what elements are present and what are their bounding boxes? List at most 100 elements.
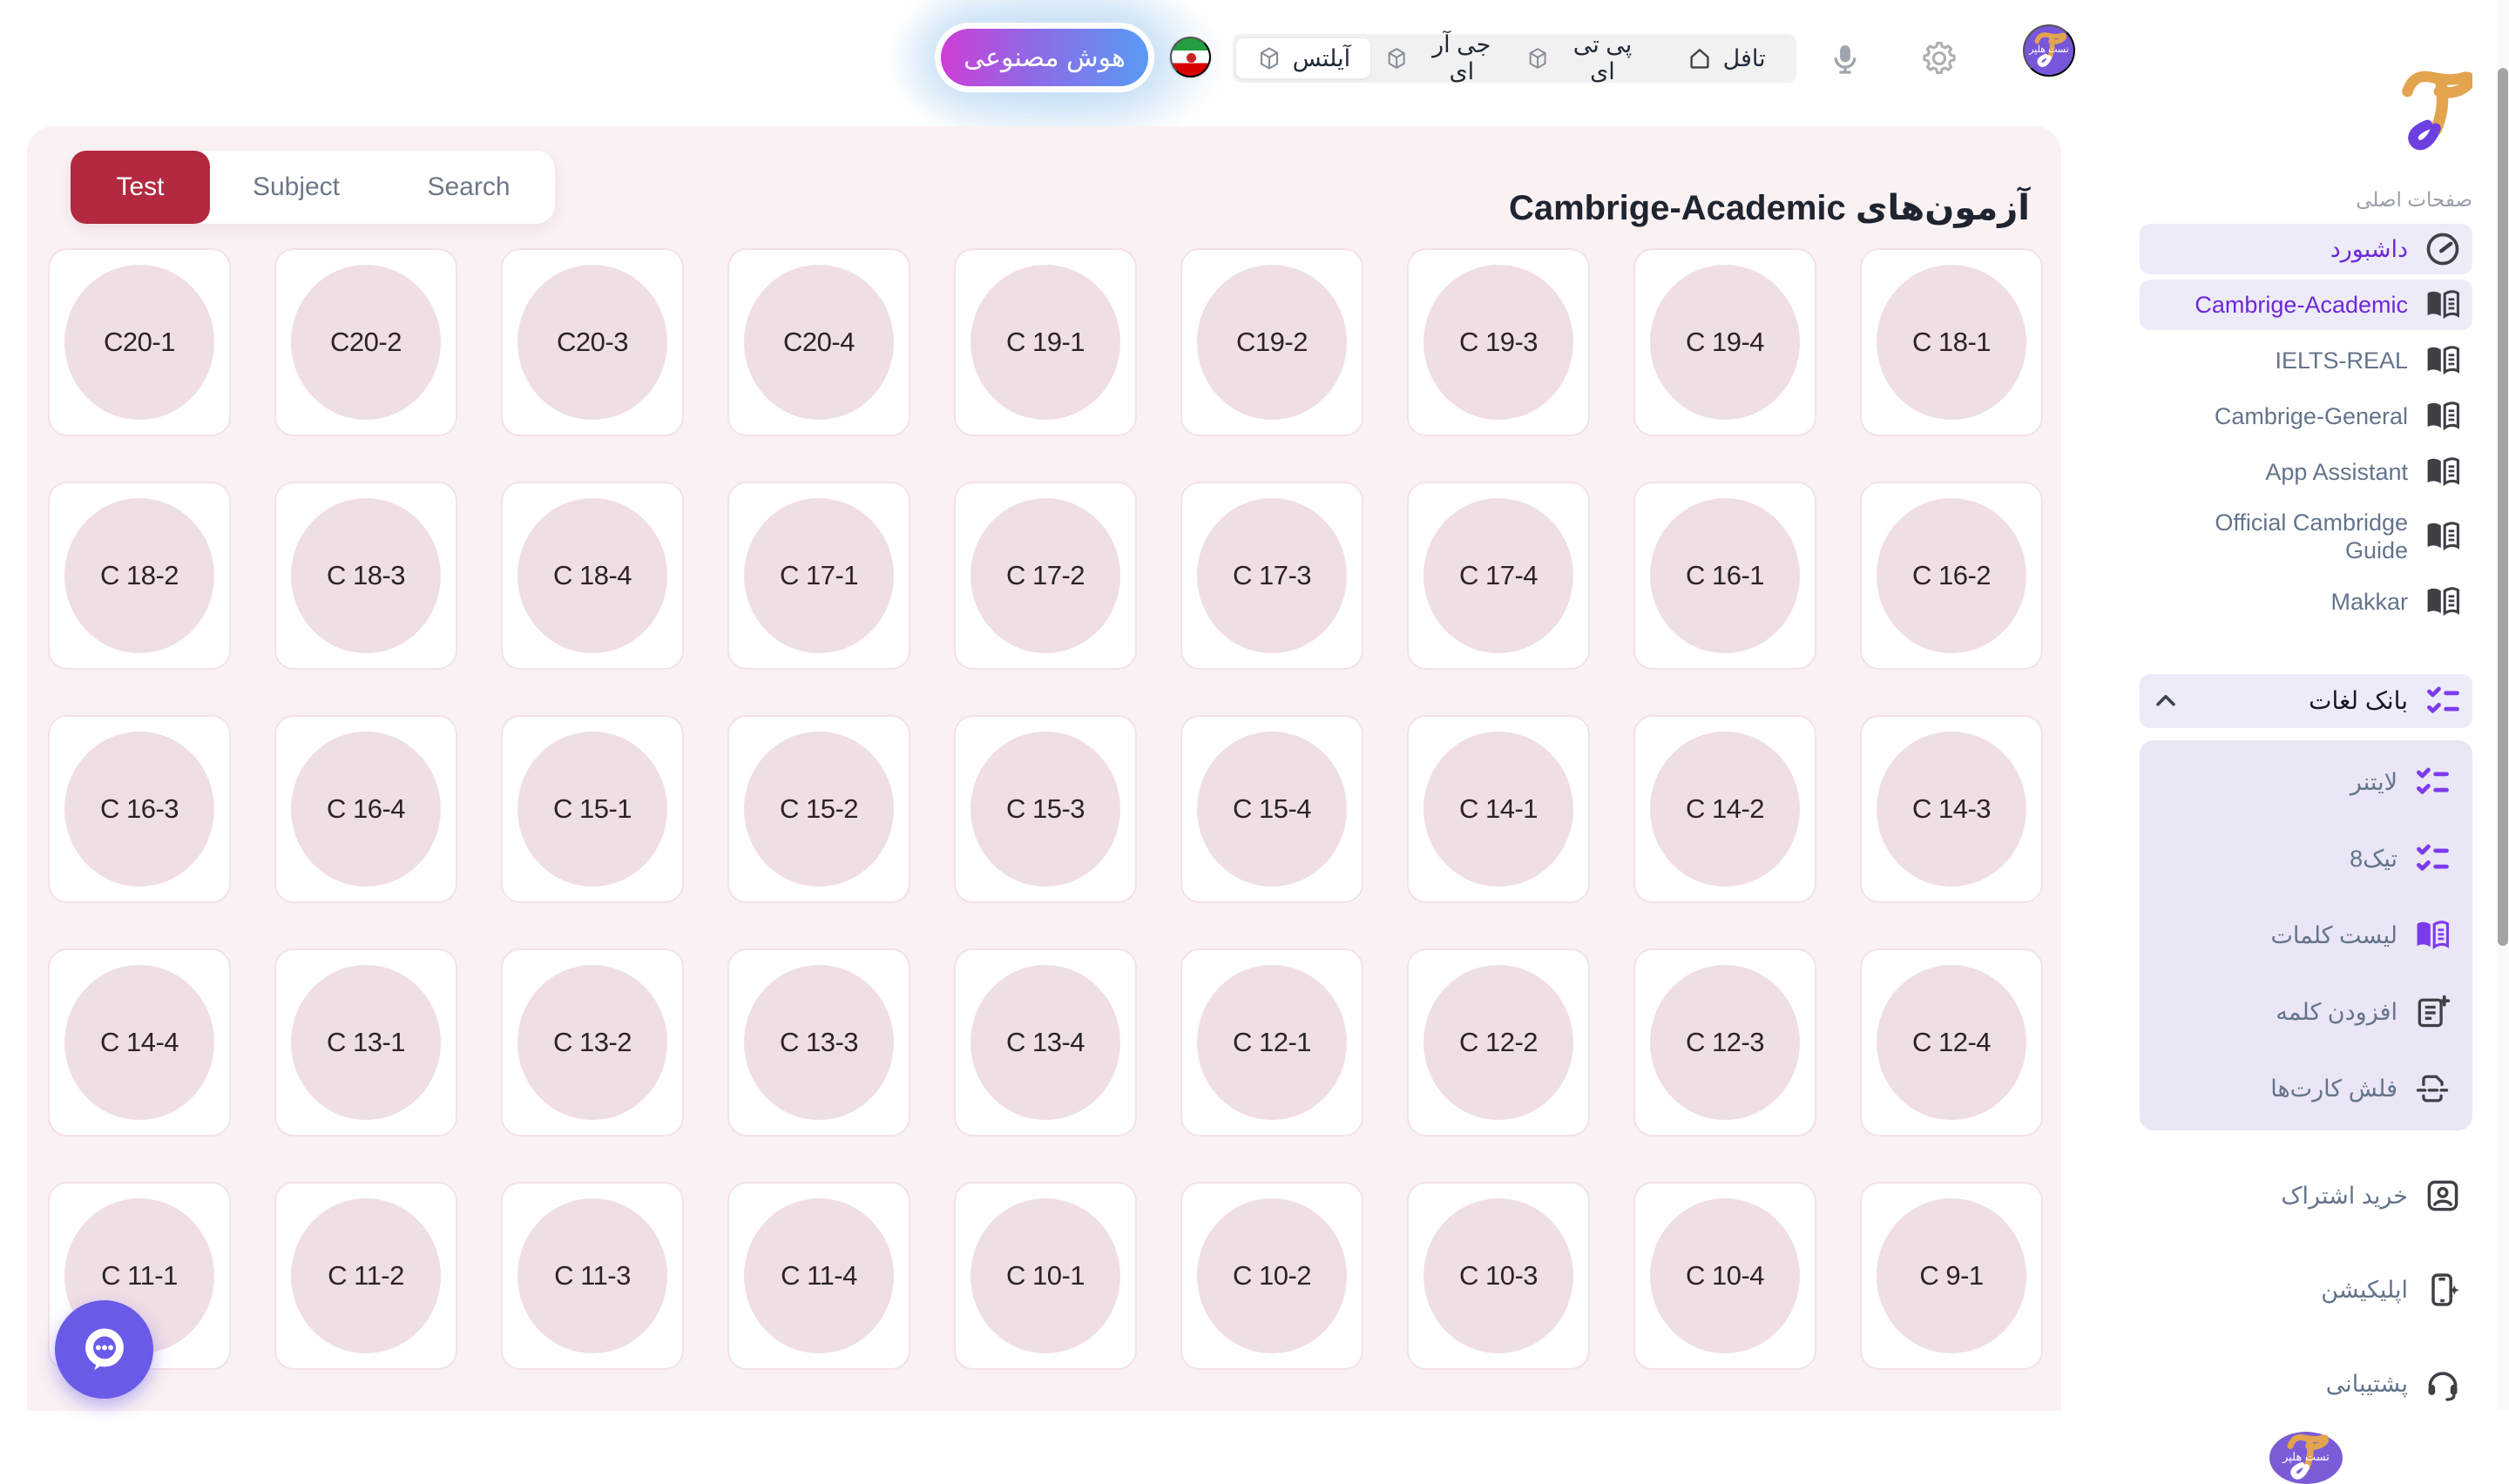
test-card[interactable]: C 18-2 <box>48 482 231 670</box>
test-card[interactable]: C 10-3 <box>1407 1182 1590 1370</box>
test-card[interactable]: C 12-1 <box>1180 948 1363 1137</box>
language-flag-iran-icon[interactable] <box>1170 37 1211 78</box>
test-card-circle: C 15-1 <box>517 732 667 887</box>
sidebar-footer-item[interactable]: پشتیبانی <box>2140 1359 2472 1409</box>
headset-icon <box>2424 1365 2462 1403</box>
sidebar-footer-item[interactable]: اپلیکیشن <box>2140 1265 2472 1315</box>
word-bank-item[interactable]: افزودن کلمه <box>2152 989 2460 1035</box>
test-card[interactable]: C 17-1 <box>727 482 910 670</box>
test-card-circle: C 15-3 <box>970 732 1120 887</box>
test-card[interactable]: C19-2 <box>1180 248 1363 436</box>
sidebar-item-word-bank[interactable]: بانک لغات <box>2140 673 2472 728</box>
test-card[interactable]: C 13-1 <box>274 948 457 1137</box>
test-card[interactable]: C 19-4 <box>1633 248 1816 436</box>
exam-tab[interactable]: جی آر ای <box>1377 31 1511 84</box>
test-card[interactable]: C20-2 <box>274 248 457 436</box>
test-card-circle: C 12-1 <box>1197 965 1347 1120</box>
test-card-circle: C 17-2 <box>970 498 1120 653</box>
test-card-label: C 11-4 <box>781 1260 857 1291</box>
microphone-icon[interactable] <box>1828 40 1863 78</box>
test-card[interactable]: C 15-1 <box>501 715 684 903</box>
exam-tab[interactable]: تافل <box>1659 38 1793 78</box>
test-card[interactable]: C 15-3 <box>954 715 1137 903</box>
test-card[interactable]: C 18-4 <box>501 482 684 670</box>
test-card-label: C 15-2 <box>779 793 859 824</box>
test-card[interactable]: C 14-2 <box>1633 715 1816 903</box>
test-card[interactable]: C 12-4 <box>1860 948 2043 1137</box>
test-card-circle: C 15-2 <box>744 732 894 887</box>
test-card[interactable]: C 15-2 <box>727 715 910 903</box>
test-card-label: C20-4 <box>783 327 855 357</box>
test-card[interactable]: C 17-4 <box>1407 482 1590 670</box>
settings-gear-icon[interactable] <box>1919 38 1959 78</box>
sidebar-item[interactable]: App Assistant <box>2140 447 2472 497</box>
test-card[interactable]: C 17-2 <box>954 482 1137 670</box>
test-card-circle: C 17-3 <box>1197 498 1347 653</box>
word-bank-submenu: لایتنر تیک8 لیست کلمات افزودن کلمه فلش ک… <box>2140 739 2472 1130</box>
sidebar-item[interactable]: IELTS-REAL <box>2140 335 2472 386</box>
test-card[interactable]: C 16-1 <box>1633 482 1816 670</box>
test-card[interactable]: C20-1 <box>48 248 231 436</box>
test-card[interactable]: C 14-4 <box>48 948 231 1137</box>
view-mode-tab-label: Subject <box>252 172 341 201</box>
scrollbar-track <box>2497 0 2509 1411</box>
test-card[interactable]: C20-3 <box>501 248 684 436</box>
checklist-icon <box>2413 840 2452 878</box>
word-bank-item[interactable]: تیک8 <box>2152 836 2460 881</box>
exam-tab[interactable]: پی تی ای <box>1518 31 1653 84</box>
test-card[interactable]: C 10-4 <box>1633 1182 1816 1370</box>
test-card-label: C 9-1 <box>1919 1260 1984 1291</box>
test-card-circle: C 16-4 <box>291 732 441 887</box>
test-card[interactable]: C 12-3 <box>1633 948 1816 1137</box>
test-card[interactable]: C 12-2 <box>1407 948 1590 1137</box>
exam-tab[interactable]: آیلتس <box>1236 38 1370 78</box>
test-card[interactable]: C 14-1 <box>1407 715 1590 903</box>
test-card-label: C 13-1 <box>326 1027 406 1057</box>
sidebar-item[interactable]: Cambrige-Academic <box>2140 280 2472 330</box>
view-mode-tab[interactable]: Subject <box>210 151 382 224</box>
test-card[interactable]: C 18-1 <box>1860 248 2043 436</box>
sidebar-item-label: Official Cambridge Guide <box>2215 509 2408 564</box>
test-card[interactable]: C 15-4 <box>1180 715 1363 903</box>
book-icon <box>2413 916 2452 954</box>
word-bank-item[interactable]: لیست کلمات <box>2152 913 2460 958</box>
test-card[interactable]: C 10-2 <box>1180 1182 1363 1370</box>
test-card-label: C 12-2 <box>1458 1027 1539 1057</box>
test-card-label: C 15-3 <box>1005 793 1085 824</box>
test-card[interactable]: C 14-3 <box>1860 715 2043 903</box>
scrollbar-thumb[interactable] <box>2498 68 2508 946</box>
test-card[interactable]: C 11-3 <box>501 1182 684 1370</box>
test-card-label: C 16-4 <box>326 793 406 824</box>
test-card[interactable]: C 19-1 <box>954 248 1137 436</box>
test-card[interactable]: C20-4 <box>727 248 910 436</box>
sidebar-item[interactable]: Cambrige-General <box>2140 391 2472 442</box>
test-card[interactable]: C 19-3 <box>1407 248 1590 436</box>
view-mode-tab[interactable]: Search <box>382 151 555 224</box>
test-card[interactable]: C 18-3 <box>274 482 457 670</box>
test-card[interactable]: C 16-3 <box>48 715 231 903</box>
sidebar-footer-item[interactable]: خرید اشتراک <box>2140 1170 2472 1221</box>
test-card[interactable]: C 11-4 <box>727 1182 910 1370</box>
test-card[interactable]: C 13-2 <box>501 948 684 1137</box>
sidebar-item[interactable]: Makkar <box>2140 577 2472 627</box>
test-card-circle: C 18-1 <box>1877 265 2026 420</box>
sidebar-item[interactable]: داشبورد <box>2140 224 2472 274</box>
support-chat-fab[interactable] <box>55 1300 153 1399</box>
test-card[interactable]: C 13-3 <box>727 948 910 1137</box>
view-mode-tab[interactable]: Test <box>71 151 210 224</box>
test-card[interactable]: C 16-2 <box>1860 482 2043 670</box>
test-card[interactable]: C 13-4 <box>954 948 1137 1137</box>
user-avatar[interactable]: تست هلپر <box>2023 24 2075 77</box>
test-card[interactable]: C 9-1 <box>1860 1182 2043 1370</box>
exam-tab-label: تافل <box>1722 44 1766 71</box>
word-bank-item[interactable]: فلش کارت‌ها <box>2152 1066 2460 1111</box>
test-card-circle: C20-1 <box>64 265 214 420</box>
ai-assistant-button[interactable]: هوش مصنوعی <box>941 29 1148 86</box>
test-card-label: C 10-3 <box>1458 1260 1539 1291</box>
test-card[interactable]: C 16-4 <box>274 715 457 903</box>
test-card[interactable]: C 17-3 <box>1180 482 1363 670</box>
test-card[interactable]: C 10-1 <box>954 1182 1137 1370</box>
test-card[interactable]: C 11-2 <box>274 1182 457 1370</box>
sidebar-item[interactable]: Official Cambridge Guide <box>2140 503 2472 571</box>
word-bank-item[interactable]: لایتنر <box>2152 759 2460 805</box>
